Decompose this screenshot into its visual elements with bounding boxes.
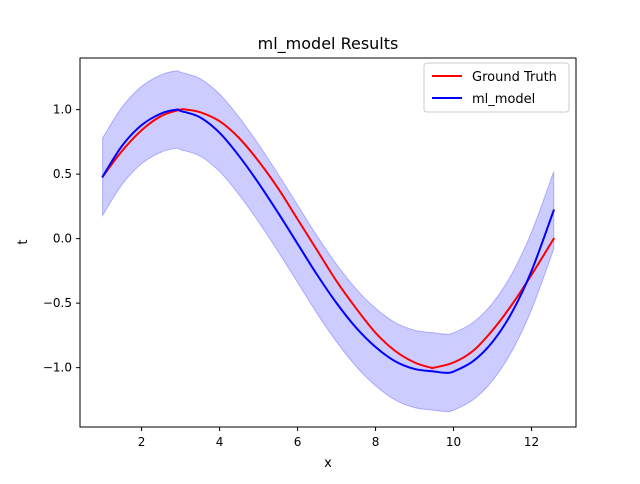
- uncertainty-band: [102, 70, 555, 413]
- x-tick-label: 6: [294, 435, 302, 449]
- series-line-ground-truth: [101, 108, 555, 370]
- plot-area: [101, 70, 555, 413]
- y-tick-label: 1.0: [53, 103, 72, 117]
- y-tick-label: 0.5: [53, 167, 72, 181]
- x-tick-label: 2: [138, 435, 146, 449]
- legend-label-ground-truth: Ground Truth: [472, 70, 557, 85]
- series-line-ml-model: [101, 108, 555, 374]
- y-tick-label: −1.0: [43, 361, 72, 375]
- y-tick-label: 0.0: [53, 232, 72, 246]
- legend-label-ml-model: ml_model: [472, 92, 535, 107]
- legend: Ground Truth ml_model: [423, 62, 570, 113]
- x-tick-label: 8: [372, 435, 380, 449]
- x-tick-label: 10: [446, 435, 461, 449]
- x-axis-ticks: 2 4 6 8 10 12: [138, 427, 539, 449]
- x-axis-label: x: [324, 456, 332, 471]
- x-tick-label: 12: [524, 435, 539, 449]
- y-axis-ticks: −1.0 −0.5 0.0 0.5 1.0: [43, 103, 80, 375]
- x-tick-label: 4: [216, 435, 224, 449]
- axes-frame: [79, 57, 577, 428]
- y-axis-label: t: [16, 239, 31, 244]
- chart-title: ml_model Results: [258, 34, 399, 54]
- y-tick-label: −0.5: [43, 296, 72, 310]
